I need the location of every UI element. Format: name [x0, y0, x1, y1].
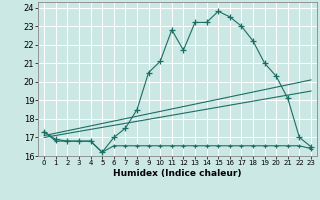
X-axis label: Humidex (Indice chaleur): Humidex (Indice chaleur) — [113, 169, 242, 178]
